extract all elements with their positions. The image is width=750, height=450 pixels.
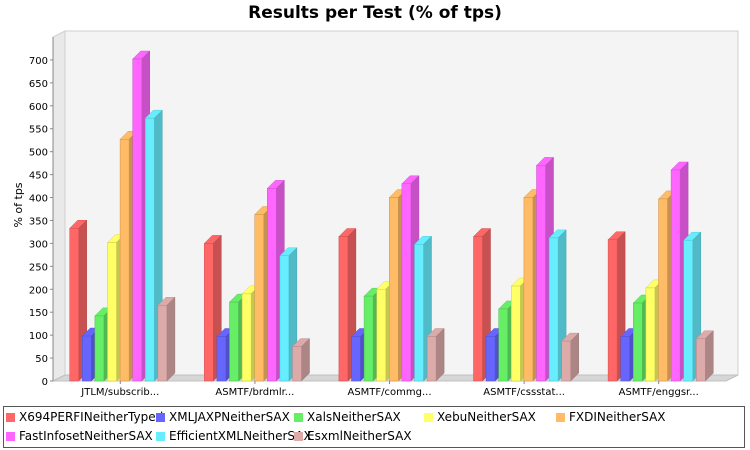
y-tick-label: 450 — [29, 171, 48, 182]
bar — [670, 169, 681, 382]
bar — [107, 242, 117, 382]
y-tick-label: 400 — [29, 194, 48, 205]
legend-label: EfficientXMLNeitherSAX — [169, 429, 312, 443]
legend-item: FastInfosetNeitherSAX — [6, 429, 153, 443]
plot-area: 0 50 100 150 200 250 300 350 400 450 500 550 600 650 7… — [29, 30, 739, 398]
y-tick-label: 300 — [29, 239, 48, 250]
x-tick-label: ASMTF/brdmlr... — [215, 387, 294, 398]
bar — [363, 295, 374, 382]
y-tick-label: 350 — [29, 216, 48, 227]
legend-item: XebuNeitherSAX — [424, 410, 536, 424]
bar — [376, 289, 386, 382]
legend-label: FastInfosetNeitherSAX — [19, 429, 153, 443]
bar-side — [570, 332, 579, 382]
bar — [267, 188, 277, 382]
bar — [338, 236, 349, 382]
y-tick-label: 50 — [35, 354, 48, 365]
bar-side — [435, 327, 445, 382]
legend-item: X694PERFINeitherTyped — [6, 410, 163, 424]
bar — [511, 285, 521, 382]
bar — [157, 305, 168, 382]
bar — [696, 338, 706, 382]
y-tick-label: 200 — [29, 285, 48, 296]
x-tick-label: ASMTF/commg... — [347, 387, 431, 398]
y-tick-label: 600 — [29, 102, 48, 113]
bar — [658, 198, 668, 382]
chart-title: Results per Test (% of tps) — [248, 3, 502, 23]
bar — [561, 340, 571, 382]
bar — [119, 139, 130, 382]
x-tick-label: JTLM/subscrib... — [80, 387, 159, 398]
bar-side — [705, 330, 714, 382]
x-tick-label: ASMTF/enggsr... — [619, 387, 699, 398]
bar — [536, 165, 546, 382]
legend: X694PERFINeitherTyped XMLJAXPNeitherSAX Xa… — [3, 406, 745, 448]
legend-item: XalsNeitherSAX — [294, 410, 401, 424]
bar — [426, 336, 437, 382]
bar — [351, 336, 361, 382]
y-tick-label: 550 — [29, 125, 48, 136]
y-tick-label: 250 — [29, 262, 48, 273]
y-tick-label: 500 — [29, 148, 48, 159]
bar — [216, 336, 227, 382]
side-wall — [52, 30, 66, 382]
y-tick-label: 650 — [29, 79, 48, 90]
legend-item: EfficientXMLNeitherSAX — [156, 429, 312, 443]
bar — [292, 346, 302, 382]
legend-swatch — [6, 432, 15, 441]
bar — [69, 228, 79, 382]
bar — [523, 197, 534, 382]
bar-side — [166, 296, 176, 382]
legend-item: FXDINeitherSAX — [556, 410, 666, 424]
bar — [82, 335, 92, 382]
legend-item: EsxmlNeitherSAX — [294, 429, 412, 443]
legend-swatch — [6, 413, 15, 422]
bar — [401, 183, 412, 382]
bar — [548, 237, 559, 382]
bar — [279, 255, 290, 382]
legend-item: XMLJAXPNeitherSAX — [156, 410, 290, 424]
bar — [485, 336, 496, 382]
bar — [204, 243, 214, 382]
bar — [389, 197, 399, 382]
bar — [683, 239, 693, 382]
legend-swatch — [156, 413, 165, 422]
y-tick-label: 700 — [29, 56, 48, 67]
bar — [498, 308, 508, 382]
bar — [241, 293, 252, 382]
legend-label: XalsNeitherSAX — [307, 410, 401, 424]
bar — [633, 302, 643, 382]
legend-swatch — [294, 432, 303, 441]
bar — [229, 301, 239, 382]
bar — [620, 336, 630, 382]
bar — [145, 117, 155, 382]
bar — [607, 239, 618, 382]
bar — [473, 236, 483, 382]
bar — [645, 287, 656, 382]
bar — [94, 315, 105, 382]
legend-label: XMLJAXPNeitherSAX — [169, 410, 290, 424]
legend-swatch — [556, 413, 565, 422]
y-tick-label: 100 — [29, 331, 48, 342]
y-axis-label: % of tps — [12, 182, 25, 227]
y-tick-label: 0 — [42, 377, 48, 388]
y-tick-label: 150 — [29, 308, 48, 319]
x-tick-label: ASMTF/cssstat... — [483, 387, 565, 398]
bar — [254, 214, 264, 382]
bar — [414, 244, 424, 382]
legend-swatch — [294, 413, 303, 422]
legend-label: EsxmlNeitherSAX — [307, 429, 412, 443]
bar — [132, 58, 142, 382]
legend-label: XebuNeitherSAX — [437, 410, 536, 424]
legend-label: X694PERFINeitherTyped — [19, 410, 164, 424]
legend-swatch — [156, 432, 165, 441]
legend-label: FXDINeitherSAX — [569, 410, 666, 424]
legend-swatch — [424, 413, 433, 422]
